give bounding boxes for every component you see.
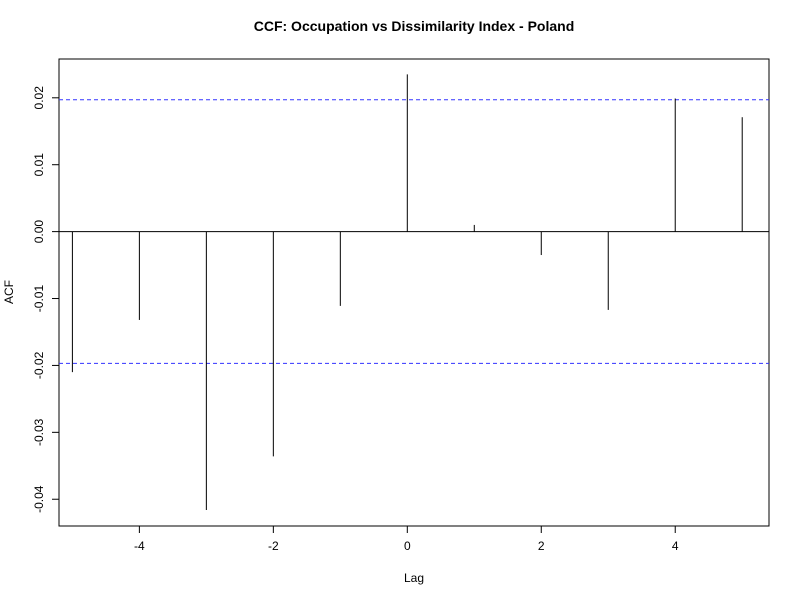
x-tick-label: 4 <box>672 539 679 553</box>
x-tick-label: -2 <box>268 539 279 553</box>
x-axis: -4 -2 0 2 4 <box>134 526 679 553</box>
y-tick-label: -0.03 <box>32 418 46 446</box>
y-axis-label: ACF <box>2 280 16 304</box>
y-tick-label: -0.02 <box>32 351 46 379</box>
x-axis-label: Lag <box>404 571 424 585</box>
chart-title: CCF: Occupation vs Dissimilarity Index -… <box>254 18 575 34</box>
x-tick-label: 0 <box>404 539 411 553</box>
y-axis: -0.04 -0.03 -0.02 -0.01 0.00 0.01 0.02 <box>32 86 59 513</box>
plot-area-frame <box>58 58 770 527</box>
confidence-band-group <box>59 99 769 364</box>
spike-group <box>71 74 743 510</box>
y-tick-label: 0.01 <box>32 153 46 177</box>
y-tick-label: -0.04 <box>32 485 46 513</box>
x-tick-label: -4 <box>134 539 145 553</box>
x-tick-label: 2 <box>538 539 545 553</box>
y-tick-label: -0.01 <box>32 285 46 313</box>
y-tick-label: 0.00 <box>32 220 46 244</box>
y-tick-label: 0.02 <box>32 86 46 110</box>
